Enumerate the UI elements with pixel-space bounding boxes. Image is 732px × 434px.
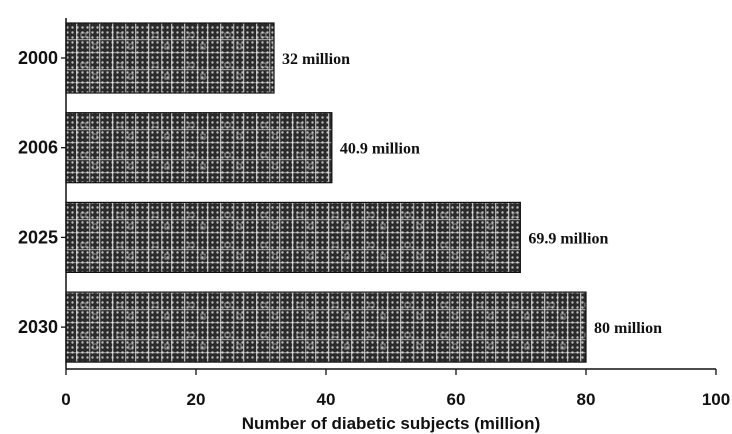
data-label-2006: 40.9 million (340, 141, 420, 158)
labels-layer: 2000 32 million 2006 40.9 million 2025 69.9 m… (18, 48, 730, 409)
category-label-2000: 2000 (18, 48, 58, 68)
axes-layer (61, 18, 717, 375)
data-label-2000: 32 million (282, 51, 350, 68)
x-axis-title: Number of diabetic subjects (million) (242, 414, 540, 433)
data-label-2030: 80 million (594, 320, 662, 337)
x-tick-label-40: 40 (317, 390, 336, 409)
x-tick-label-60: 60 (447, 390, 466, 409)
x-tick-label-20: 20 (187, 390, 206, 409)
x-tick-label-80: 80 (577, 390, 596, 409)
bars-layer (65, 22, 587, 363)
x-tick-label-100: 100 (702, 390, 730, 409)
bar-2006 (65, 112, 333, 184)
x-tick-label-0: 0 (61, 390, 70, 409)
bar-2025 (65, 201, 521, 273)
category-label-2030: 2030 (18, 317, 58, 337)
bar-2030 (65, 291, 587, 363)
category-label-2006: 2006 (18, 138, 58, 158)
data-label-2025: 69.9 million (528, 230, 608, 247)
category-label-2025: 2025 (18, 227, 58, 247)
bar-2000 (65, 22, 275, 94)
